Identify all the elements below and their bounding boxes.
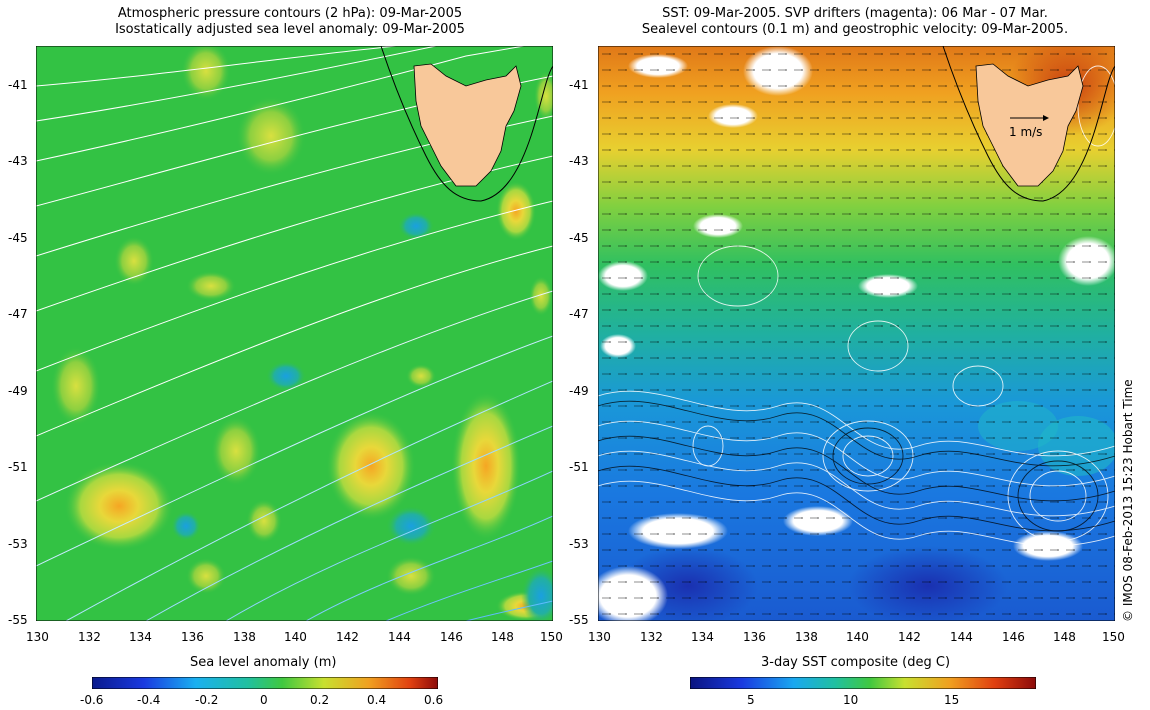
right-colorbar-tick: 10 <box>843 693 859 707</box>
right-x-tick: 142 <box>898 630 921 644</box>
right-x-tick: 140 <box>846 630 869 644</box>
right-title-line2: Sealevel contours (0.1 m) and geostrophi… <box>641 22 1069 37</box>
left-y-tick: -51 <box>8 460 28 474</box>
pressure-contours <box>35 40 554 622</box>
left-x-tick: 134 <box>129 630 152 644</box>
left-y-tick: -53 <box>8 537 28 551</box>
right-x-tick: 138 <box>795 630 818 644</box>
right-y-tick: -51 <box>569 460 589 474</box>
left-x-tick: 140 <box>284 630 307 644</box>
left-x-tick: 146 <box>440 630 463 644</box>
right-colorbar-label: 3-day SST composite (deg C) <box>761 655 951 670</box>
right-y-tick: -47 <box>569 307 589 321</box>
left-x-tick: 136 <box>181 630 204 644</box>
velocity-scale-arrow <box>1010 115 1049 121</box>
shelf-contour <box>380 45 554 202</box>
left-colorbar-tick: 0 <box>260 693 268 707</box>
left-colorbar-tick: -0.2 <box>195 693 219 707</box>
right-x-tick: 146 <box>1002 630 1025 644</box>
left-x-tick: 142 <box>336 630 359 644</box>
right-x-tick: 130 <box>588 630 611 644</box>
left-x-tick: 148 <box>491 630 514 644</box>
left-y-tick: -45 <box>8 231 28 245</box>
right-y-tick: -45 <box>569 231 589 245</box>
left-x-tick: 130 <box>26 630 49 644</box>
sla-map-canvas <box>35 40 561 626</box>
left-colorbar-tick: 0.4 <box>367 693 387 707</box>
right-colorbar-tick: 5 <box>747 693 755 707</box>
left-y-tick: -41 <box>8 78 28 92</box>
right-y-tick: -55 <box>569 613 589 627</box>
left-y-tick: -47 <box>8 307 28 321</box>
sea-level-anomaly-map <box>35 40 561 626</box>
left-colorbar-label: Sea level anomaly (m) <box>190 655 337 670</box>
right-y-tick: -49 <box>569 384 589 398</box>
left-y-tick: -49 <box>8 384 28 398</box>
left-x-tick: 132 <box>78 630 101 644</box>
left-x-tick: 150 <box>540 630 563 644</box>
right-y-tick: -41 <box>569 78 589 92</box>
right-x-tick: 134 <box>691 630 714 644</box>
left-title-line1: Atmospheric pressure contours (2 hPa): 0… <box>117 6 463 21</box>
sst-map-canvas <box>588 36 1128 626</box>
left-colorbar-tick: 0.2 <box>310 693 330 707</box>
right-x-tick: 136 <box>743 630 766 644</box>
right-x-tick: 150 <box>1102 630 1125 644</box>
right-y-tick: -53 <box>569 537 589 551</box>
sla-anomaly-blobs <box>51 41 561 626</box>
right-x-tick: 144 <box>950 630 973 644</box>
left-x-tick: 144 <box>388 630 411 644</box>
left-colorbar-tick: -0.4 <box>137 693 161 707</box>
right-title-line1: SST: 09-Mar-2005. SVP drifters (magenta)… <box>662 6 1048 21</box>
shelf-contour <box>942 45 1116 202</box>
left-colorbar-tick: 0.6 <box>424 693 444 707</box>
right-x-tick: 148 <box>1053 630 1076 644</box>
velocity-scale-label: 1 m/s <box>1009 125 1043 139</box>
right-x-tick: 132 <box>640 630 663 644</box>
left-y-tick: -55 <box>8 613 28 627</box>
left-x-tick: 138 <box>233 630 256 644</box>
right-colorbar-tick: 15 <box>944 693 960 707</box>
left-colorbar <box>92 677 438 689</box>
copyright-notice: © IMOS 08-Feb-2013 15:23 Hobart Time <box>1121 379 1135 622</box>
tasmania-land <box>975 63 1084 187</box>
tasmania-land <box>413 63 522 187</box>
right-colorbar <box>690 677 1036 689</box>
left-y-tick: -43 <box>8 154 28 168</box>
sst-map: 1 m/s <box>588 36 1128 626</box>
streamlines <box>597 400 1116 532</box>
sealevel-contours <box>597 65 1119 547</box>
right-y-tick: -43 <box>569 154 589 168</box>
left-colorbar-tick: -0.6 <box>80 693 104 707</box>
left-title-line2: Isostatically adjusted sea level anomaly… <box>115 22 465 37</box>
